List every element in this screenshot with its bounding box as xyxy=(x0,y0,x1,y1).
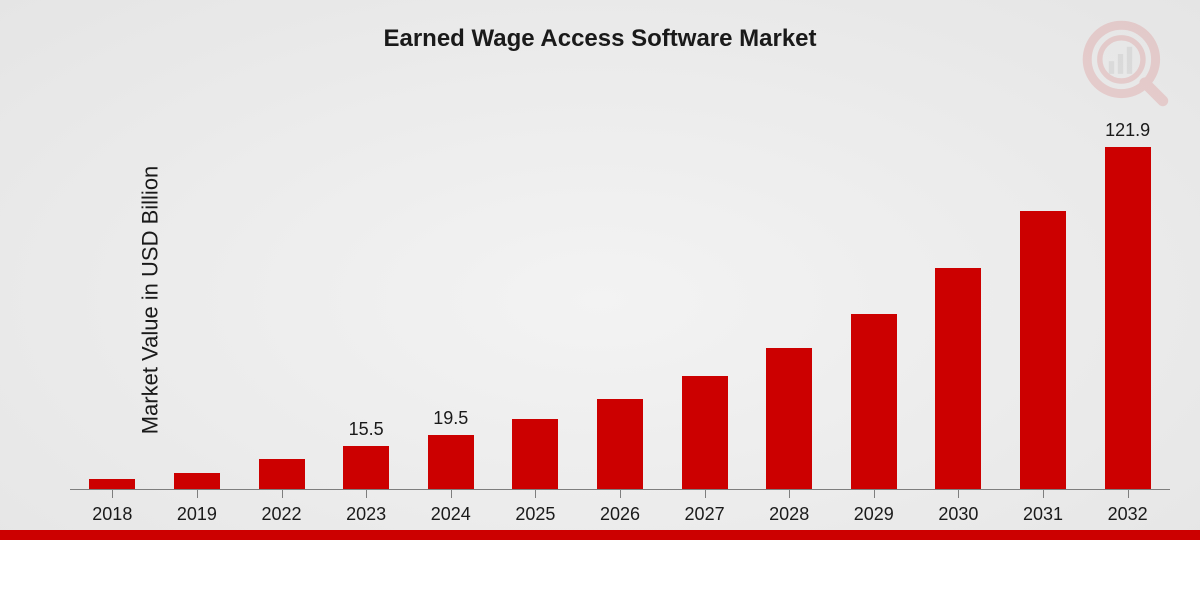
bar-slot xyxy=(493,120,578,490)
bar-value-label: 15.5 xyxy=(349,419,384,440)
bar-slot xyxy=(70,120,155,490)
bar-value-label: 121.9 xyxy=(1105,120,1150,141)
x-tick-label: 2025 xyxy=(493,490,578,530)
bar xyxy=(1105,147,1151,490)
bar-slot xyxy=(831,120,916,490)
x-tick-label: 2026 xyxy=(578,490,663,530)
bar xyxy=(935,268,981,490)
bar xyxy=(428,435,474,491)
x-tick-label: 2023 xyxy=(324,490,409,530)
chart-title: Earned Wage Access Software Market xyxy=(0,25,1200,53)
bar-slot xyxy=(239,120,324,490)
bar xyxy=(1020,211,1066,490)
bar xyxy=(682,376,728,490)
market-research-logo-icon xyxy=(1080,18,1170,108)
chart-plot-area: 15.5 19.5 121.9 xyxy=(70,120,1170,490)
bar xyxy=(174,473,220,490)
bar-value-label: 19.5 xyxy=(433,408,468,429)
bar-slot xyxy=(747,120,832,490)
bar-slot xyxy=(1001,120,1086,490)
bar xyxy=(851,314,897,490)
x-tick-label: 2019 xyxy=(155,490,240,530)
bar xyxy=(512,419,558,490)
x-tick-label: 2029 xyxy=(831,490,916,530)
x-axis-labels: 2018201920222023202420252026202720282029… xyxy=(70,490,1170,530)
bars-container: 15.5 19.5 121.9 xyxy=(70,120,1170,490)
bar-slot: 121.9 xyxy=(1085,120,1170,490)
x-tick-label: 2032 xyxy=(1085,490,1170,530)
x-tick-label: 2022 xyxy=(239,490,324,530)
x-tick-label: 2018 xyxy=(70,490,155,530)
bar xyxy=(259,459,305,490)
bar-slot xyxy=(662,120,747,490)
x-tick-label: 2028 xyxy=(747,490,832,530)
bar xyxy=(597,399,643,490)
footer-red-band xyxy=(0,530,1200,540)
bar xyxy=(343,446,389,490)
x-tick-label: 2031 xyxy=(1001,490,1086,530)
bar-slot: 15.5 xyxy=(324,120,409,490)
bar-slot: 19.5 xyxy=(408,120,493,490)
footer-white-strip xyxy=(0,540,1200,600)
bar-slot xyxy=(578,120,663,490)
x-tick-label: 2024 xyxy=(408,490,493,530)
x-tick-label: 2027 xyxy=(662,490,747,530)
x-tick-label: 2030 xyxy=(916,490,1001,530)
bar-slot xyxy=(916,120,1001,490)
bar-slot xyxy=(155,120,240,490)
bar xyxy=(766,348,812,490)
